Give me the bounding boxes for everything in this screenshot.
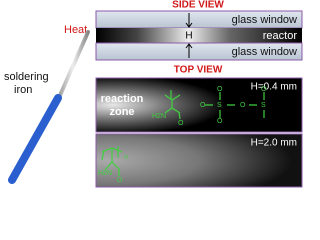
top-view-title: TOP VIEW	[174, 65, 223, 76]
molecule-atoms: H2N O O S O O O S O	[152, 86, 267, 127]
iron-handle	[8, 94, 62, 184]
polymer-bonds	[101, 146, 123, 176]
atom: O	[200, 102, 206, 109]
atom: S	[217, 102, 222, 109]
atom: n	[124, 154, 128, 161]
glass-bottom	[95, 42, 303, 61]
glass-label: glass window	[232, 46, 297, 58]
tool-name: iron	[14, 84, 32, 96]
reactor-label: reactor	[263, 30, 298, 42]
polymer-atoms: H2N O n	[98, 154, 128, 184]
panel-thick	[95, 133, 303, 188]
zone-label: reaction	[101, 93, 144, 105]
heat-label: Heat	[64, 24, 87, 36]
reactor-band	[96, 28, 302, 43]
atom: H2N	[152, 113, 166, 120]
atom: S	[261, 102, 266, 109]
side-view-title: SIDE VIEW	[172, 0, 224, 11]
atom: H2N	[98, 170, 112, 177]
tool-name: soldering	[4, 71, 49, 83]
glass-label: glass window	[232, 14, 297, 26]
gap-value: H=0.4 mm	[251, 82, 297, 93]
iron-tip	[56, 30, 90, 102]
atom: O	[178, 120, 184, 127]
figure: SIDE VIEW glass window reactor glass win…	[4, 0, 303, 188]
atom: O	[240, 102, 246, 109]
atom: O	[217, 118, 223, 125]
gap-value: H=2.0 mm	[251, 138, 297, 149]
molecule-bonds	[164, 90, 265, 120]
atom: O	[217, 86, 223, 93]
zone-label: zone	[109, 106, 134, 118]
gap-label: H	[185, 31, 192, 42]
panel-thin	[95, 77, 303, 133]
gap-arrows	[185, 13, 193, 58]
atom: O	[261, 86, 267, 93]
atom: O	[117, 177, 123, 184]
